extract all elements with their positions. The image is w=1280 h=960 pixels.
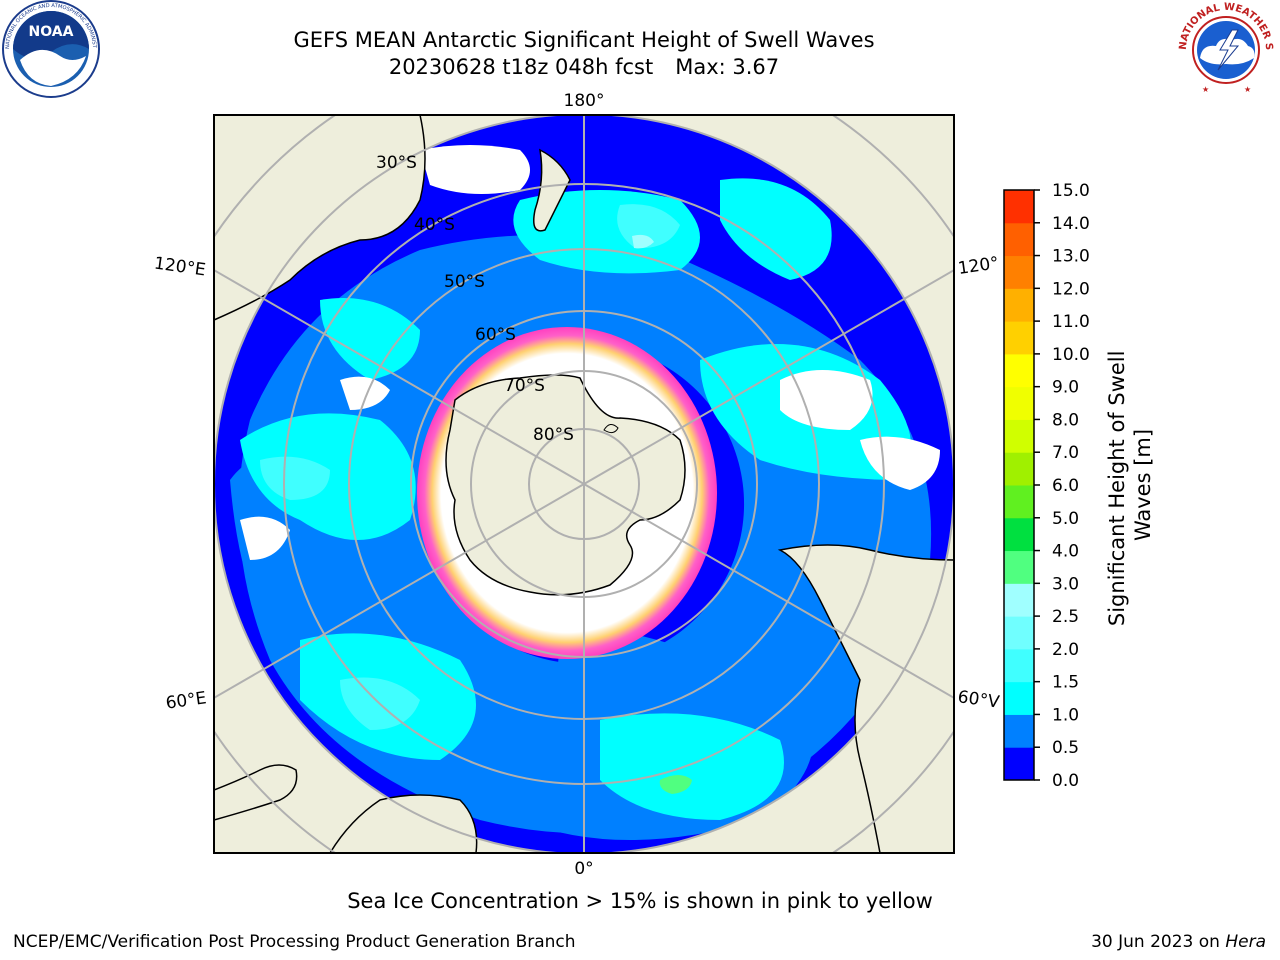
star-icon: ★: [1244, 85, 1251, 94]
date-stamp: 30 Jun 2023 on Hera: [1091, 932, 1266, 952]
colorbar-segment: [1004, 714, 1034, 748]
colorbar-segment: [1004, 485, 1034, 519]
colorbar-tick-label: 2.5: [1052, 607, 1079, 627]
lon-label-upper-right: 120°: [957, 253, 1000, 279]
colorbar-tick-label: 13.0: [1052, 247, 1090, 267]
colorbar-tick-label: 0.0: [1052, 771, 1079, 791]
chart-title: GEFS MEAN Antarctic Significant Height o…: [293, 28, 875, 52]
colorbar-segment: [1004, 452, 1034, 486]
lat-label-50s: 50°S: [444, 272, 485, 292]
sea-ice-note: Sea Ice Concentration > 15% is shown in …: [347, 889, 933, 913]
lat-label-40s: 40°S: [414, 215, 455, 235]
colorbar-label-line1: Significant Height of Swell: [1105, 351, 1129, 627]
lon-label-bottom: 0°: [574, 859, 593, 879]
date-text: 30 Jun 2023 on: [1091, 932, 1220, 952]
colorbar-segment: [1004, 616, 1034, 650]
new-zealand-land: [533, 148, 571, 232]
colorbar-tick-label: 1.0: [1052, 705, 1079, 725]
chart-subtitle: 20230628 t18z 048h fcst Max: 3.67: [184, 54, 984, 80]
colorbar-tick-label: 1.5: [1052, 673, 1079, 693]
colorbar-tick-label: 11.0: [1052, 312, 1090, 332]
colorbar-label-line2: Waves [m]: [1131, 429, 1155, 541]
max-value: Max: 3.67: [675, 55, 780, 79]
nws-logo: NATIONAL WEATHER SERVICE ★ ★: [1176, 0, 1274, 97]
colorbar-segment: [1004, 419, 1034, 453]
colorbar-segment: [1004, 222, 1034, 257]
colorbar-segment: [1004, 583, 1034, 617]
lon-label-lower-left: 60°E: [165, 688, 208, 713]
colorbar-segment: [1004, 747, 1034, 781]
colorbar: 0.0 0.5 1.0 1.5 2.0 2.5 3.0 4.0 5.0 6.0 7.0 8.0 9.0 1…: [1003, 181, 1090, 791]
madagascar-land: [214, 764, 298, 821]
colorbar-tick-label: 2.0: [1052, 640, 1079, 660]
machine-name: Hera: [1225, 932, 1266, 952]
lon-label-upper-left: 120°E: [153, 253, 207, 280]
colorbar-tick-label: 10.0: [1052, 345, 1090, 365]
colorbar-tick-label: 8.0: [1052, 410, 1079, 430]
star-icon: ★: [1202, 85, 1209, 94]
colorbar-segment: [1004, 353, 1034, 388]
colorbar-segment: [1004, 648, 1034, 683]
colorbar-label: Significant Height of Swell Waves [m]: [1105, 344, 1155, 626]
lat-label-80s: 80°S: [533, 425, 574, 445]
colorbar-segment: [1004, 386, 1034, 420]
south-america-land: [777, 544, 954, 853]
colorbar-tick-label: 15.0: [1052, 181, 1090, 201]
colorbar-tick-label: 9.0: [1052, 378, 1079, 398]
lat-label-60s: 60°S: [475, 325, 516, 345]
lon-label-lower-right: 60°V: [956, 687, 1001, 713]
colorbar-tick-label: 6.0: [1052, 476, 1079, 496]
lat-label-70s: 70°S: [504, 376, 545, 396]
colorbar-tick-label: 3.0: [1052, 574, 1079, 594]
colorbar-segment: [1004, 681, 1034, 715]
lat-label-30s: 30°S: [376, 153, 417, 173]
colorbar-segment: [1004, 321, 1034, 355]
forecast-cycle: 20230628 t18z 048h fcst: [388, 55, 654, 79]
colorbar-tick-label: 0.5: [1052, 738, 1079, 758]
graticule: [214, 115, 954, 853]
colorbar-segment: [1004, 255, 1034, 289]
noaa-text: NOAA: [29, 24, 74, 40]
colorbar-segment: [1004, 288, 1034, 322]
colorbar-segment: [1004, 190, 1034, 224]
lon-label-top: 180°: [564, 91, 605, 111]
colorbar-tick-label: 14.0: [1052, 214, 1090, 234]
colorbar-segment: [1004, 550, 1034, 584]
africa-land: [329, 794, 478, 853]
colorbar-tick-label: 7.0: [1052, 443, 1079, 463]
colorbar-tick-label: 5.0: [1052, 509, 1079, 529]
noaa-logo: NOAA NATIONAL OCEANIC AND ATMOSPHERIC AD…: [0, 0, 100, 98]
colorbar-segment: [1004, 517, 1034, 552]
map-frame: [213, 114, 955, 854]
colorbar-tick-label: 12.0: [1052, 279, 1090, 299]
colorbar-tick-label: 4.0: [1052, 542, 1079, 562]
credit-text: NCEP/EMC/Verification Post Processing Pr…: [13, 932, 576, 952]
antarctica-land: [445, 374, 686, 596]
